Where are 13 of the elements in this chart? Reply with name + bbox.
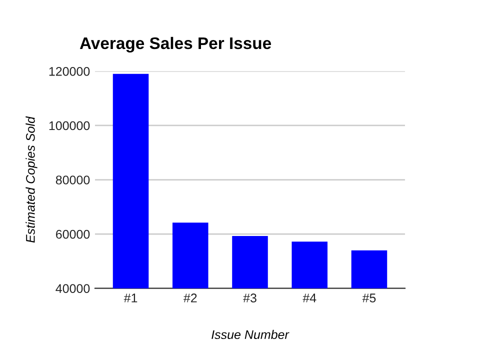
y-tick-label: 60000 <box>56 230 90 239</box>
y-tick-label: 80000 <box>56 176 90 184</box>
x-tick-label: #3 <box>243 294 256 302</box>
x-tick-label: #1 <box>124 294 138 302</box>
y-axis-title: Estimated Copies Sold <box>26 116 38 243</box>
x-tick-label: #2 <box>183 294 197 302</box>
chart-title: Average Sales Per Issue <box>80 36 272 53</box>
y-tick-label: 40000 <box>56 284 90 294</box>
x-tick-label: #4 <box>302 294 316 302</box>
x-tick-label: #5 <box>362 294 376 302</box>
x-axis-title: Issue Number <box>212 330 290 340</box>
y-tick-label: 120000 <box>49 67 90 76</box>
y-tick-label: 100000 <box>49 121 90 130</box>
